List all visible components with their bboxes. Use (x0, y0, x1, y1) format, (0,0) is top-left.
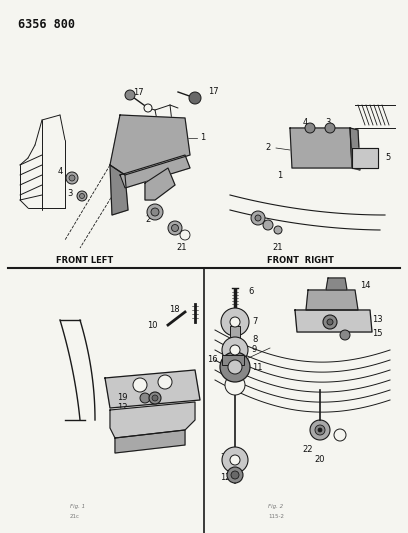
Circle shape (147, 204, 163, 220)
Text: Fig. 2: Fig. 2 (268, 504, 283, 509)
Circle shape (340, 330, 350, 340)
Polygon shape (115, 430, 185, 453)
Polygon shape (290, 128, 352, 168)
Text: 22: 22 (303, 445, 313, 454)
Text: 2: 2 (265, 143, 271, 152)
Text: 4: 4 (302, 118, 308, 127)
Text: 12: 12 (220, 473, 231, 482)
Circle shape (227, 467, 243, 483)
Text: 10: 10 (148, 321, 158, 330)
Polygon shape (352, 148, 378, 168)
Circle shape (149, 392, 161, 404)
Circle shape (310, 420, 330, 440)
Text: 15: 15 (372, 328, 383, 337)
Text: 17: 17 (133, 88, 143, 97)
Circle shape (168, 221, 182, 235)
Circle shape (66, 172, 78, 184)
Circle shape (305, 123, 315, 133)
Circle shape (222, 447, 248, 473)
Circle shape (318, 428, 322, 432)
Bar (222, 355, 244, 365)
Circle shape (230, 317, 240, 327)
Circle shape (263, 220, 273, 230)
Text: 4: 4 (58, 167, 62, 176)
Polygon shape (110, 165, 128, 215)
Text: 115-2: 115-2 (268, 514, 284, 519)
Text: 21c: 21c (70, 514, 80, 519)
Circle shape (334, 429, 346, 441)
Text: 6356 800: 6356 800 (18, 18, 75, 31)
Polygon shape (350, 128, 360, 170)
Polygon shape (105, 370, 200, 408)
Circle shape (255, 215, 261, 221)
Text: 16: 16 (207, 356, 218, 365)
Circle shape (315, 425, 325, 435)
Text: 12: 12 (118, 403, 128, 413)
Text: 1: 1 (200, 133, 205, 142)
Circle shape (77, 191, 87, 201)
Text: 3: 3 (67, 189, 73, 198)
Polygon shape (295, 310, 372, 332)
Text: 18: 18 (169, 305, 180, 314)
Circle shape (251, 211, 265, 225)
Circle shape (125, 90, 135, 100)
Text: 11: 11 (252, 362, 262, 372)
Circle shape (180, 230, 190, 240)
Text: 1: 1 (277, 171, 283, 180)
Text: 14: 14 (360, 281, 370, 290)
Text: 21: 21 (273, 243, 283, 252)
Text: 21: 21 (177, 243, 187, 252)
Circle shape (225, 375, 245, 395)
Text: FRONT  RIGHT: FRONT RIGHT (266, 256, 333, 265)
Circle shape (325, 123, 335, 133)
Text: FRONT LEFT: FRONT LEFT (56, 256, 113, 265)
Text: 7: 7 (220, 453, 225, 462)
Circle shape (140, 393, 150, 403)
Circle shape (152, 395, 158, 401)
Text: 5: 5 (385, 154, 390, 163)
Polygon shape (326, 278, 347, 290)
Circle shape (69, 175, 75, 181)
Text: 8: 8 (252, 335, 257, 344)
Text: 17: 17 (208, 87, 219, 96)
Circle shape (228, 360, 242, 374)
Circle shape (230, 345, 240, 355)
Polygon shape (145, 168, 175, 200)
Circle shape (274, 226, 282, 234)
Text: 19: 19 (118, 393, 128, 402)
Polygon shape (110, 115, 190, 175)
Circle shape (133, 378, 147, 392)
Text: 9: 9 (252, 345, 257, 354)
Circle shape (80, 193, 84, 198)
Text: 7: 7 (252, 318, 257, 327)
Circle shape (230, 455, 240, 465)
Circle shape (231, 471, 239, 479)
Circle shape (151, 208, 159, 216)
Circle shape (158, 375, 172, 389)
Text: 13: 13 (372, 314, 383, 324)
Polygon shape (120, 155, 190, 188)
Text: 2: 2 (145, 215, 151, 224)
Text: Fig. 1: Fig. 1 (70, 504, 85, 509)
Circle shape (327, 319, 333, 325)
Circle shape (323, 315, 337, 329)
Circle shape (144, 104, 152, 112)
Circle shape (221, 308, 249, 336)
Text: 20: 20 (315, 455, 325, 464)
Polygon shape (110, 402, 195, 438)
Bar (230, 326, 240, 340)
Circle shape (222, 337, 248, 363)
Text: 3: 3 (325, 118, 331, 127)
Polygon shape (306, 290, 358, 310)
Text: 6: 6 (248, 287, 253, 296)
Circle shape (220, 352, 250, 382)
Circle shape (189, 92, 201, 104)
Circle shape (171, 224, 179, 231)
